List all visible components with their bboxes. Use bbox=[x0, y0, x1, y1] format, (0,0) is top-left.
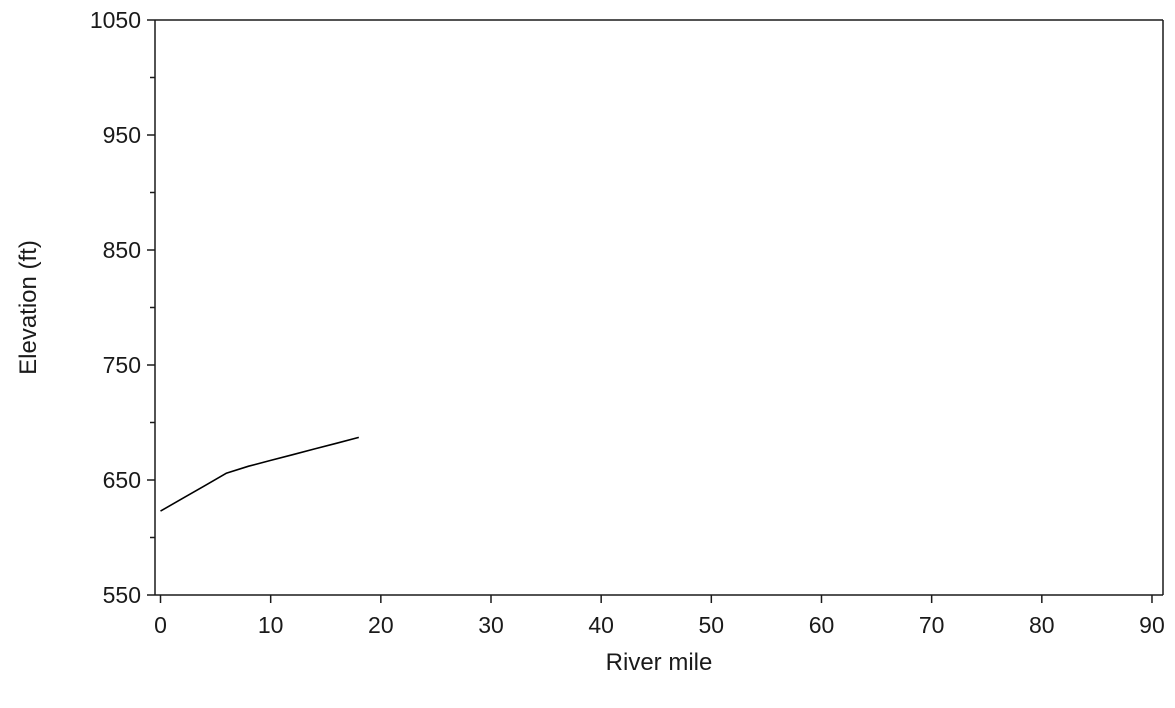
x-tick-label: 0 bbox=[154, 612, 167, 638]
plot-frame bbox=[154, 19, 1164, 596]
y-tick-label: 650 bbox=[103, 467, 141, 493]
x-tick-label: 50 bbox=[699, 612, 725, 638]
x-tick-label: 30 bbox=[478, 612, 504, 638]
x-axis-ticks: 0 10 20 30 40 50 60 70 80 90 bbox=[154, 595, 1165, 638]
series-line bbox=[160, 436, 360, 512]
y-axis-ticks: 550 650 750 850 950 1050 bbox=[90, 7, 155, 608]
y-tick-label: 750 bbox=[103, 352, 141, 378]
x-tick-label: 90 bbox=[1139, 612, 1165, 638]
x-axis-title: River mile bbox=[606, 649, 713, 676]
y-tick-label: 850 bbox=[103, 237, 141, 263]
y-tick-label: 950 bbox=[103, 122, 141, 148]
y-tick-label: 550 bbox=[103, 582, 141, 608]
x-tick-label: 40 bbox=[588, 612, 614, 638]
x-tick-label: 80 bbox=[1029, 612, 1055, 638]
y-tick-label: 1050 bbox=[90, 7, 141, 33]
x-tick-label: 20 bbox=[368, 612, 394, 638]
x-tick-label: 10 bbox=[258, 612, 284, 638]
series-layer bbox=[160, 436, 360, 512]
x-tick-label: 60 bbox=[809, 612, 835, 638]
x-tick-label: 70 bbox=[919, 612, 945, 638]
y-axis-title: Elevation (ft) bbox=[15, 240, 42, 375]
